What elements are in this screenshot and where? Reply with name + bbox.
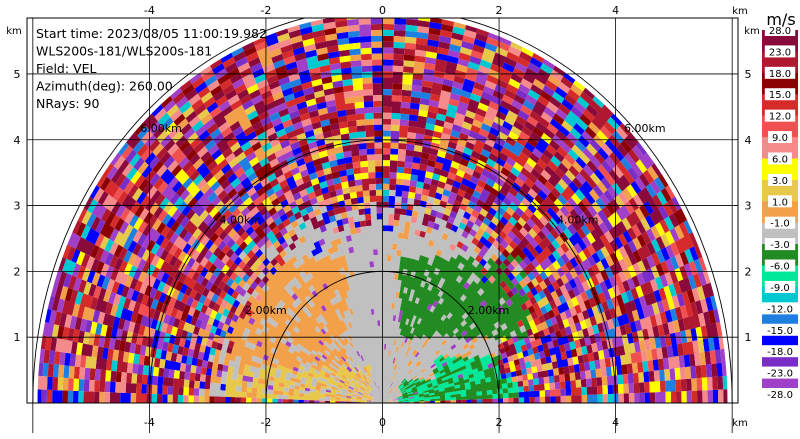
x-tick-label-bottom: 4	[612, 416, 619, 429]
x-tick-label-top: 2	[496, 4, 503, 17]
colorbar-label-bg	[764, 45, 796, 58]
range-ring-label: 6.00km	[140, 122, 182, 135]
colorbar-label-bg	[764, 88, 796, 101]
colorbar-label-bg	[764, 24, 796, 36]
velocity-bins-14	[199, 189, 527, 403]
colorbar-label-bg	[768, 131, 792, 144]
colorbar-tick-label: -23.0	[767, 369, 793, 380]
info-line-1: WLS200s-181/WLS200s-181	[36, 44, 212, 59]
colorbar: 28.0 23.0 18.0 15.0 12.0 9.0 6.0 3.0 1.0 -1.0 -3.0…	[761, 10, 799, 401]
colorbar-label-bg	[764, 66, 796, 79]
range-ring	[265, 270, 500, 403]
velocity-field	[37, 18, 728, 403]
range-ring-label: 2.00km	[245, 304, 287, 317]
colorbar-tick-label: -28.0	[767, 390, 793, 401]
velocity-bins-3	[37, 18, 723, 403]
velocity-bins-6	[44, 18, 708, 403]
plot-grid	[27, 18, 738, 403]
info-line-4: NRays: 90	[36, 96, 99, 111]
colorbar-tick-label: 9.0	[772, 133, 788, 144]
velocity-bins-15	[397, 253, 531, 403]
x-tick-label-top: 0	[379, 4, 386, 17]
colorbar-label-bg	[761, 302, 799, 315]
colorbar-tick-label: 23.0	[769, 47, 791, 58]
y-unit-right: km	[744, 26, 760, 37]
info-line-0: Start time: 2023/08/05 11:00:19.982	[36, 26, 267, 41]
y-tick-label-left: 3	[14, 200, 21, 213]
colorbar-label-bg	[761, 345, 799, 358]
colorbar-tick-label: -3.0	[770, 240, 790, 251]
colorbar-unit: m/s	[766, 10, 795, 29]
colorbar-tick-label: 6.0	[772, 154, 788, 165]
colorbar-label-bg	[764, 238, 796, 251]
colorbar-tick-label: -15.0	[767, 326, 793, 337]
y-tick-label-left: 1	[14, 331, 21, 344]
range-ring-label: 4.00km	[557, 213, 599, 226]
velocity-bins-4	[51, 18, 706, 403]
colorbar-tick-label: -9.0	[770, 283, 790, 294]
colorbar-label-bg	[768, 195, 792, 208]
colorbar-tick-label: 15.0	[769, 90, 791, 101]
x-unit-top: km	[732, 6, 748, 17]
info-line-2: Field: VEL	[36, 61, 96, 76]
colorbar-tick-label: -6.0	[770, 262, 790, 273]
colorbar-tick-label: 18.0	[769, 69, 791, 80]
velocity-bins-1	[39, 18, 727, 403]
colorbar-tick-label: 12.0	[769, 112, 791, 123]
colorbar-label-bg	[761, 323, 799, 336]
plot-axes	[26, 17, 739, 433]
info-line-3: Azimuth(deg): 260.00	[36, 79, 173, 94]
colorbar-tick-label: 3.0	[772, 176, 788, 187]
colorbar-label-bg	[761, 388, 799, 400]
x-tick-label-bottom: 0	[379, 416, 386, 429]
x-tick-label-bottom: 2	[496, 416, 503, 429]
y-tick-label-left: 4	[14, 134, 21, 147]
y-tick-label-right: 1	[745, 331, 752, 344]
x-tick-label-bottom: -4	[144, 416, 155, 429]
velocity-bins-8	[58, 18, 706, 403]
y-tick-label-right: 3	[745, 200, 752, 213]
y-tick-label-right: 2	[745, 265, 752, 278]
range-ring-label: 6.00km	[624, 122, 666, 135]
x-tick-label-top: 4	[612, 4, 619, 17]
y-tick-label-right: 5	[745, 68, 752, 81]
range-ring-label: 2.00km	[468, 304, 510, 317]
colorbar-tick-label: -12.0	[767, 304, 793, 315]
y-tick-label-right: 4	[745, 134, 752, 147]
y-tick-label-left: 5	[14, 68, 21, 81]
colorbar-label-bg	[764, 259, 796, 272]
x-tick-label-top: -2	[260, 4, 271, 17]
colorbar-label-bg	[761, 366, 799, 379]
velocity-bins-5	[57, 18, 716, 403]
colorbar-tick-label: -1.0	[770, 219, 790, 230]
velocity-bins-0	[50, 18, 728, 403]
colorbar-label-bg	[764, 109, 796, 122]
velocity-bins-16	[397, 354, 519, 403]
colorbar-tick-label: -18.0	[767, 347, 793, 358]
range-ring	[148, 139, 617, 403]
colorbar-tick-label: 1.0	[772, 197, 788, 208]
colorbar-label-bg	[768, 173, 792, 186]
x-unit-bottom: km	[732, 418, 748, 429]
range-ring	[32, 18, 733, 403]
colorbar-label-bg	[764, 280, 796, 293]
plot-annotations: -4 -4 -2 -2 0 0 2 2 4 4 1 1 2 2 3 3 4 4 5 5 km km km km 2.00km 2.…	[6, 4, 760, 429]
x-tick-label-bottom: -2	[260, 416, 271, 429]
y-tick-label-left: 2	[14, 265, 21, 278]
y-unit-left: km	[6, 26, 22, 37]
range-ring-label: 4.00km	[220, 213, 262, 226]
colorbar-label-bg	[768, 152, 792, 165]
colorbar-tick-label: 28.0	[769, 26, 791, 37]
colorbar-label-bg	[764, 216, 796, 229]
x-tick-label-top: -4	[144, 4, 155, 17]
velocity-bins-10	[37, 18, 725, 403]
